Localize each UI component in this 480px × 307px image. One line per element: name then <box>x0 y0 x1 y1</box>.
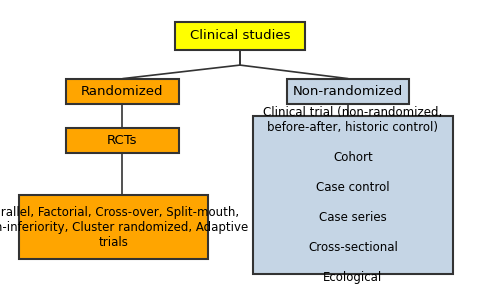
Text: Parallel, Factorial, Cross-over, Split-mouth,
Non-inferiority, Cluster randomize: Parallel, Factorial, Cross-over, Split-m… <box>0 206 248 249</box>
FancyBboxPatch shape <box>176 21 304 50</box>
FancyBboxPatch shape <box>287 79 409 104</box>
Text: RCTs: RCTs <box>107 134 138 147</box>
FancyBboxPatch shape <box>66 128 179 153</box>
Text: Non-randomized: Non-randomized <box>293 85 403 98</box>
Text: Randomized: Randomized <box>81 85 164 98</box>
Text: Clinical studies: Clinical studies <box>190 29 290 42</box>
Text: Clinical trial (non-randomized,
before-after, historic control)

Cohort

Case co: Clinical trial (non-randomized, before-a… <box>263 106 443 284</box>
FancyBboxPatch shape <box>66 79 179 104</box>
FancyBboxPatch shape <box>252 116 453 274</box>
FancyBboxPatch shape <box>19 196 208 259</box>
